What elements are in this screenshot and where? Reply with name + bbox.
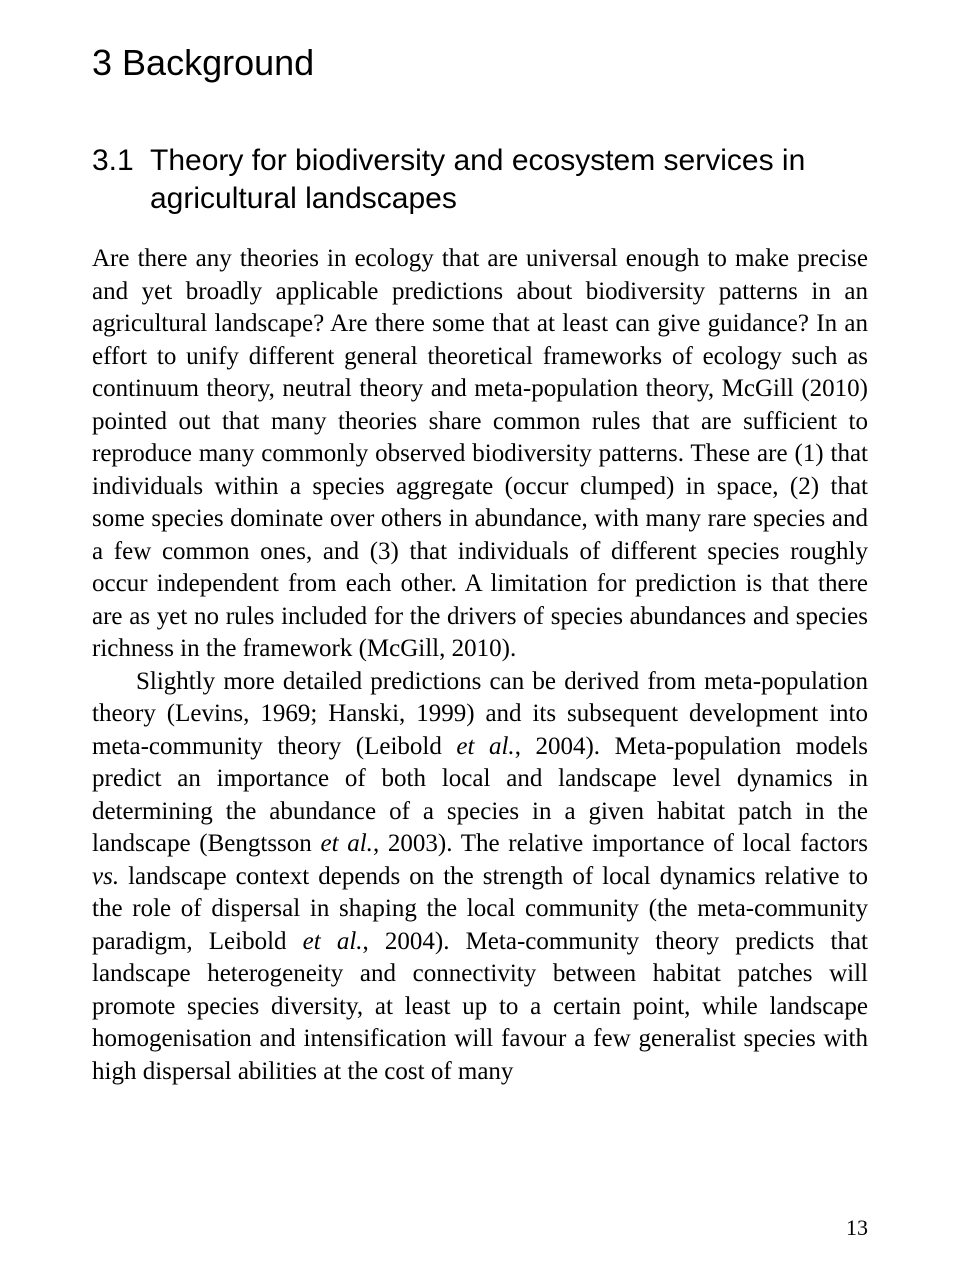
section-title: Theory for biodiversity and ecosystem se… xyxy=(150,142,840,217)
body-text: Are there any theories in ecology that a… xyxy=(92,243,868,1088)
p2-italic-h: et al. xyxy=(303,928,363,955)
paragraph-1-text: Are there any theories in ecology that a… xyxy=(92,245,868,662)
paragraph-2: Slightly more detailed predictions can b… xyxy=(92,666,868,1089)
section-heading: 3.1Theory for biodiversity and ecosystem… xyxy=(92,142,868,217)
p2-italic-f: vs. xyxy=(92,863,119,890)
paragraph-1: Are there any theories in ecology that a… xyxy=(92,243,868,666)
chapter-title: Background xyxy=(122,42,314,83)
p2-run-e: , 2003). The relative importance of loca… xyxy=(373,830,868,857)
p2-italic-d: et al. xyxy=(320,830,372,857)
chapter-heading: 3 Background xyxy=(92,42,868,84)
p2-italic-b: et al. xyxy=(456,733,514,760)
chapter-number: 3 xyxy=(92,42,112,83)
section-number: 3.1 xyxy=(92,142,150,180)
page-number: 13 xyxy=(846,1215,868,1241)
